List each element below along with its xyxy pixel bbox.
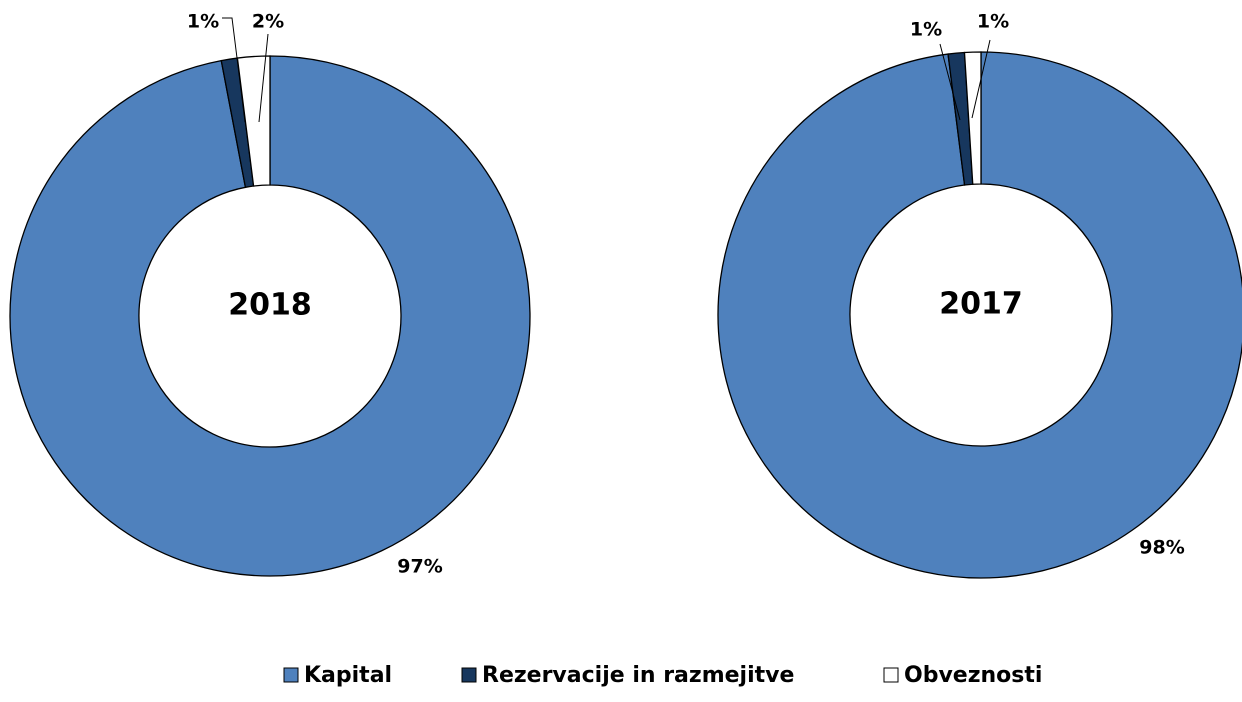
center-label: 2017 (939, 287, 1023, 322)
donut-slice (236, 55, 271, 187)
donut-slice (963, 51, 982, 185)
legend-swatch (461, 667, 477, 683)
data-label: 1% (977, 11, 1009, 33)
leader-line (939, 43, 961, 121)
leader-line (971, 39, 991, 119)
legend-label: Rezervacije in razmejitve (482, 663, 794, 688)
donut-slice (9, 55, 531, 577)
legend-label: Obveznosti (904, 663, 1042, 688)
center-label: 2018 (228, 288, 312, 323)
legend-label: Kapital (304, 663, 392, 688)
legend-swatch (283, 667, 299, 683)
leader-line (258, 33, 269, 123)
data-label: 98% (1139, 537, 1184, 559)
data-label: 2% (252, 11, 284, 33)
data-label: 97% (397, 556, 442, 578)
data-label: 1% (187, 11, 219, 33)
donut-slice (717, 51, 1242, 579)
legend-swatch (883, 667, 899, 683)
data-label: 1% (910, 19, 942, 41)
